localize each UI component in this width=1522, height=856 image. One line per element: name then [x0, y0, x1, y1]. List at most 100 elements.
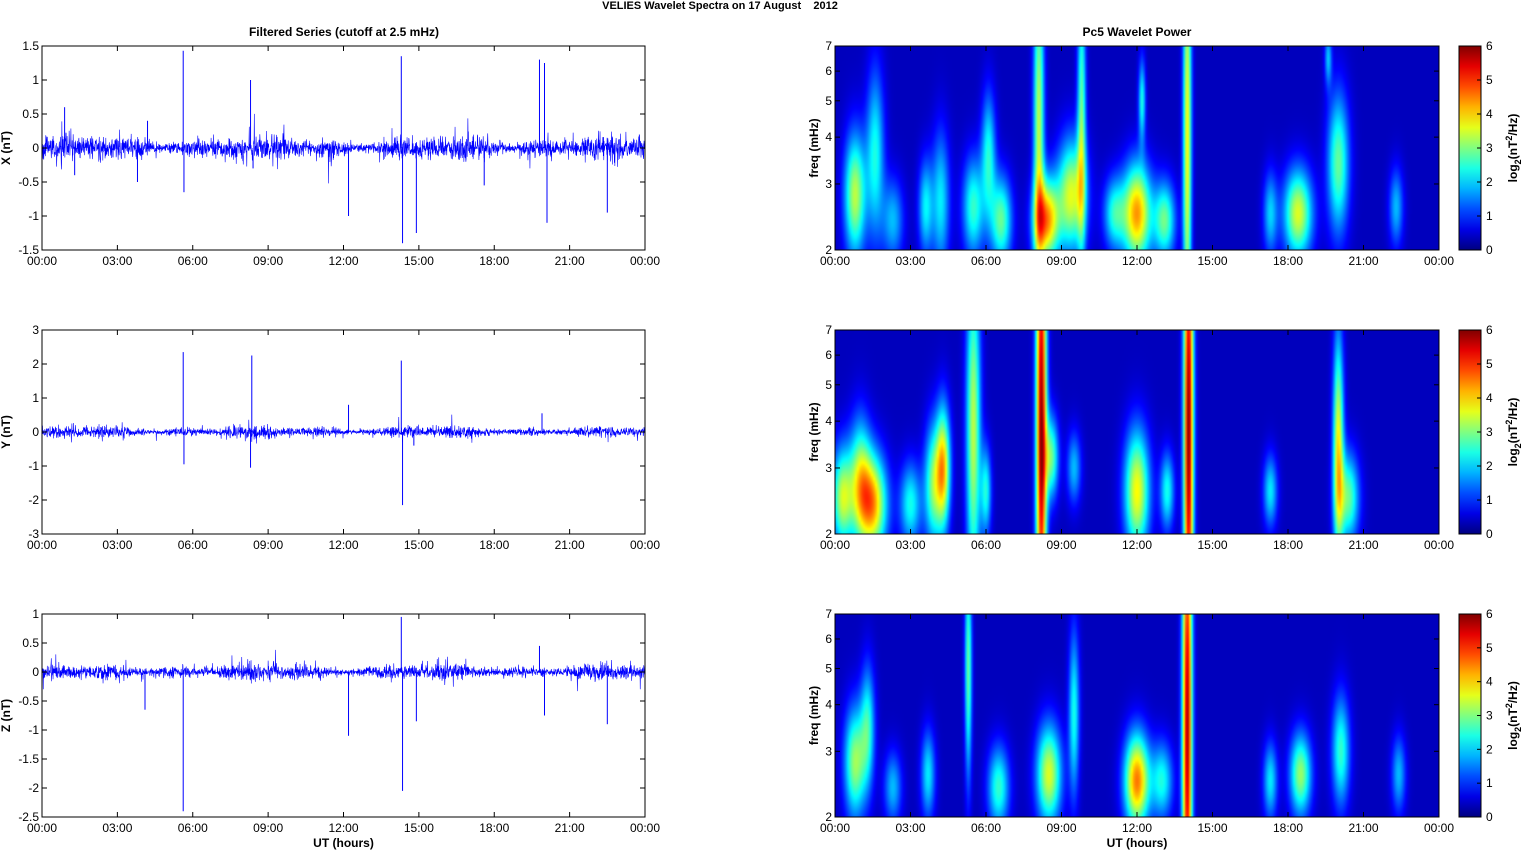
- x-tick-label: 09:00: [1046, 538, 1076, 552]
- colorbar-tick-label: 5: [1486, 641, 1493, 655]
- x-tick-label: 21:00: [555, 821, 585, 835]
- y-tick-label: 0.5: [22, 636, 39, 650]
- colorbar-label-text: log: [1506, 448, 1520, 466]
- colorbar-tick-label: 5: [1486, 73, 1493, 87]
- left-column-title: Filtered Series (cutoff at 2.5 mHz): [249, 25, 439, 39]
- wavelet-power-image: [835, 330, 1439, 534]
- wavelet-power-image: [835, 614, 1439, 817]
- x-tick-label: 21:00: [555, 254, 585, 268]
- x-tick-label: 09:00: [1046, 821, 1076, 835]
- x-tick-label: 15:00: [404, 821, 434, 835]
- line-panel-x: 1.510.50-0.5-1-1.500:00 03:00 06:00 09:00 12…: [0, 39, 660, 268]
- y-tick-label: 1: [32, 73, 39, 87]
- colorbar-label-sup: 2: [1504, 703, 1514, 708]
- line-panel-z: 10.50-0.5-1-1.5-2-2.500:00 03:00 06:00 09:0…: [0, 607, 660, 850]
- right-column-title: Pc5 Wavelet Power: [1083, 25, 1192, 39]
- series-line: [41, 414, 646, 444]
- y-tick-label: 7: [825, 607, 832, 621]
- y-tick-label: 4: [825, 698, 832, 712]
- x-tick-label: 06:00: [178, 538, 208, 552]
- x-tick-label: 18:00: [1273, 254, 1303, 268]
- colorbar-tick-label: 2: [1486, 459, 1493, 473]
- panels: 1.510.50-0.5-1-1.500:00 03:00 06:00 09:00 12…: [0, 39, 1522, 850]
- series-line: [41, 649, 646, 692]
- x-tick-label: 03:00: [102, 254, 132, 268]
- x-tick-label: 00:00: [1424, 538, 1454, 552]
- colorbar-tick-label: 1: [1486, 493, 1493, 507]
- x-tick-label: 00:00: [1424, 821, 1454, 835]
- x-tick-label: 09:00: [253, 254, 283, 268]
- colorbar-tick-label: 3: [1486, 141, 1493, 155]
- colorbar-tick-label: 4: [1486, 391, 1493, 405]
- y-tick-label: 0.5: [22, 107, 39, 121]
- x-tick-label: 15:00: [404, 538, 434, 552]
- colorbar-tick-label: 0: [1486, 527, 1493, 541]
- figure-suptitle: VELIES Wavelet Spectra on 17 August 2012: [602, 0, 838, 12]
- colorbar-tick-label: 0: [1486, 810, 1493, 824]
- y-tick-label: 3: [32, 323, 39, 337]
- colorbar-label-unit-end: /Hz): [1506, 114, 1520, 136]
- x-tick-label: 21:00: [1348, 538, 1378, 552]
- y-tick-label: 6: [825, 632, 832, 646]
- x-tick-label: 00:00: [820, 254, 850, 268]
- wavelet-power-image: [835, 46, 1439, 250]
- colorbar-tick-label: 0: [1486, 243, 1493, 257]
- colorbar-label: log2(nT2/Hz): [1504, 398, 1522, 467]
- x-tick-label: 00:00: [630, 254, 660, 268]
- y-tick-label: 4: [825, 130, 832, 144]
- y-tick-label: -1.5: [18, 752, 39, 766]
- y-tick-label: -1: [28, 459, 39, 473]
- x-tick-label: 00:00: [27, 538, 57, 552]
- x-tick-label: 15:00: [1197, 254, 1227, 268]
- x-tick-label: 18:00: [1273, 821, 1303, 835]
- x-tick-label: 09:00: [253, 538, 283, 552]
- x-tick-label: 00:00: [27, 821, 57, 835]
- colorbar-label-unit-end: /Hz): [1506, 398, 1520, 420]
- x-tick-label: 21:00: [555, 538, 585, 552]
- y-tick-label: 1: [32, 391, 39, 405]
- x-tick-label: 00:00: [1424, 254, 1454, 268]
- x-tick-label: 12:00: [1122, 538, 1152, 552]
- y-tick-label: 2: [825, 527, 832, 541]
- x-tick-label: 15:00: [404, 254, 434, 268]
- colorbar-label-text: log: [1506, 732, 1520, 750]
- y-tick-label: 5: [825, 378, 832, 392]
- y-tick-label: -0.5: [18, 694, 39, 708]
- x-tick-label: 03:00: [895, 538, 925, 552]
- x-tick-label: 21:00: [1348, 254, 1378, 268]
- y-tick-label: 5: [825, 662, 832, 676]
- y-tick-label: 2: [825, 810, 832, 824]
- colorbar-tick-label: 3: [1486, 425, 1493, 439]
- colorbar-label-unit-end: /Hz): [1506, 681, 1520, 703]
- colorbar-label-unit: (nT: [1506, 424, 1520, 443]
- x-axis-label: UT (hours): [1107, 836, 1168, 850]
- heatmap-panel-z: 2 3 4 5 6 7 00:00 03:00 06:00 09:00 12:00 15:00 18:0…: [807, 607, 1522, 850]
- colorbar-label-unit: (nT: [1506, 708, 1520, 727]
- colorbar-tick-label: 1: [1486, 209, 1493, 223]
- colorbar-tick-label: 3: [1486, 709, 1493, 723]
- y-tick-label: 1: [32, 607, 39, 621]
- x-tick-label: 03:00: [102, 821, 132, 835]
- x-tick-label: 06:00: [178, 254, 208, 268]
- y-tick-label: 5: [825, 94, 832, 108]
- x-tick-label: 18:00: [1273, 538, 1303, 552]
- x-tick-label: 18:00: [479, 821, 509, 835]
- y-tick-label: 0: [32, 665, 39, 679]
- colorbar-label-sub: 2: [1513, 443, 1522, 448]
- y-axis-label: Y (nT): [0, 415, 13, 449]
- x-tick-label: 06:00: [971, 821, 1001, 835]
- y-tick-label: -0.5: [18, 175, 39, 189]
- y-tick-label: 1.5: [22, 39, 39, 53]
- x-tick-label: 00:00: [27, 254, 57, 268]
- x-tick-label: 09:00: [1046, 254, 1076, 268]
- x-tick-label: 12:00: [328, 821, 358, 835]
- y-tick-label: 3: [825, 744, 832, 758]
- x-tick-label: 06:00: [178, 821, 208, 835]
- colorbar-tick-label: 5: [1486, 357, 1493, 371]
- colorbar-tick-label: 4: [1486, 107, 1493, 121]
- y-tick-label: 6: [825, 348, 832, 362]
- x-tick-label: 00:00: [630, 821, 660, 835]
- x-tick-label: 06:00: [971, 538, 1001, 552]
- y-tick-label: -1.5: [18, 243, 39, 257]
